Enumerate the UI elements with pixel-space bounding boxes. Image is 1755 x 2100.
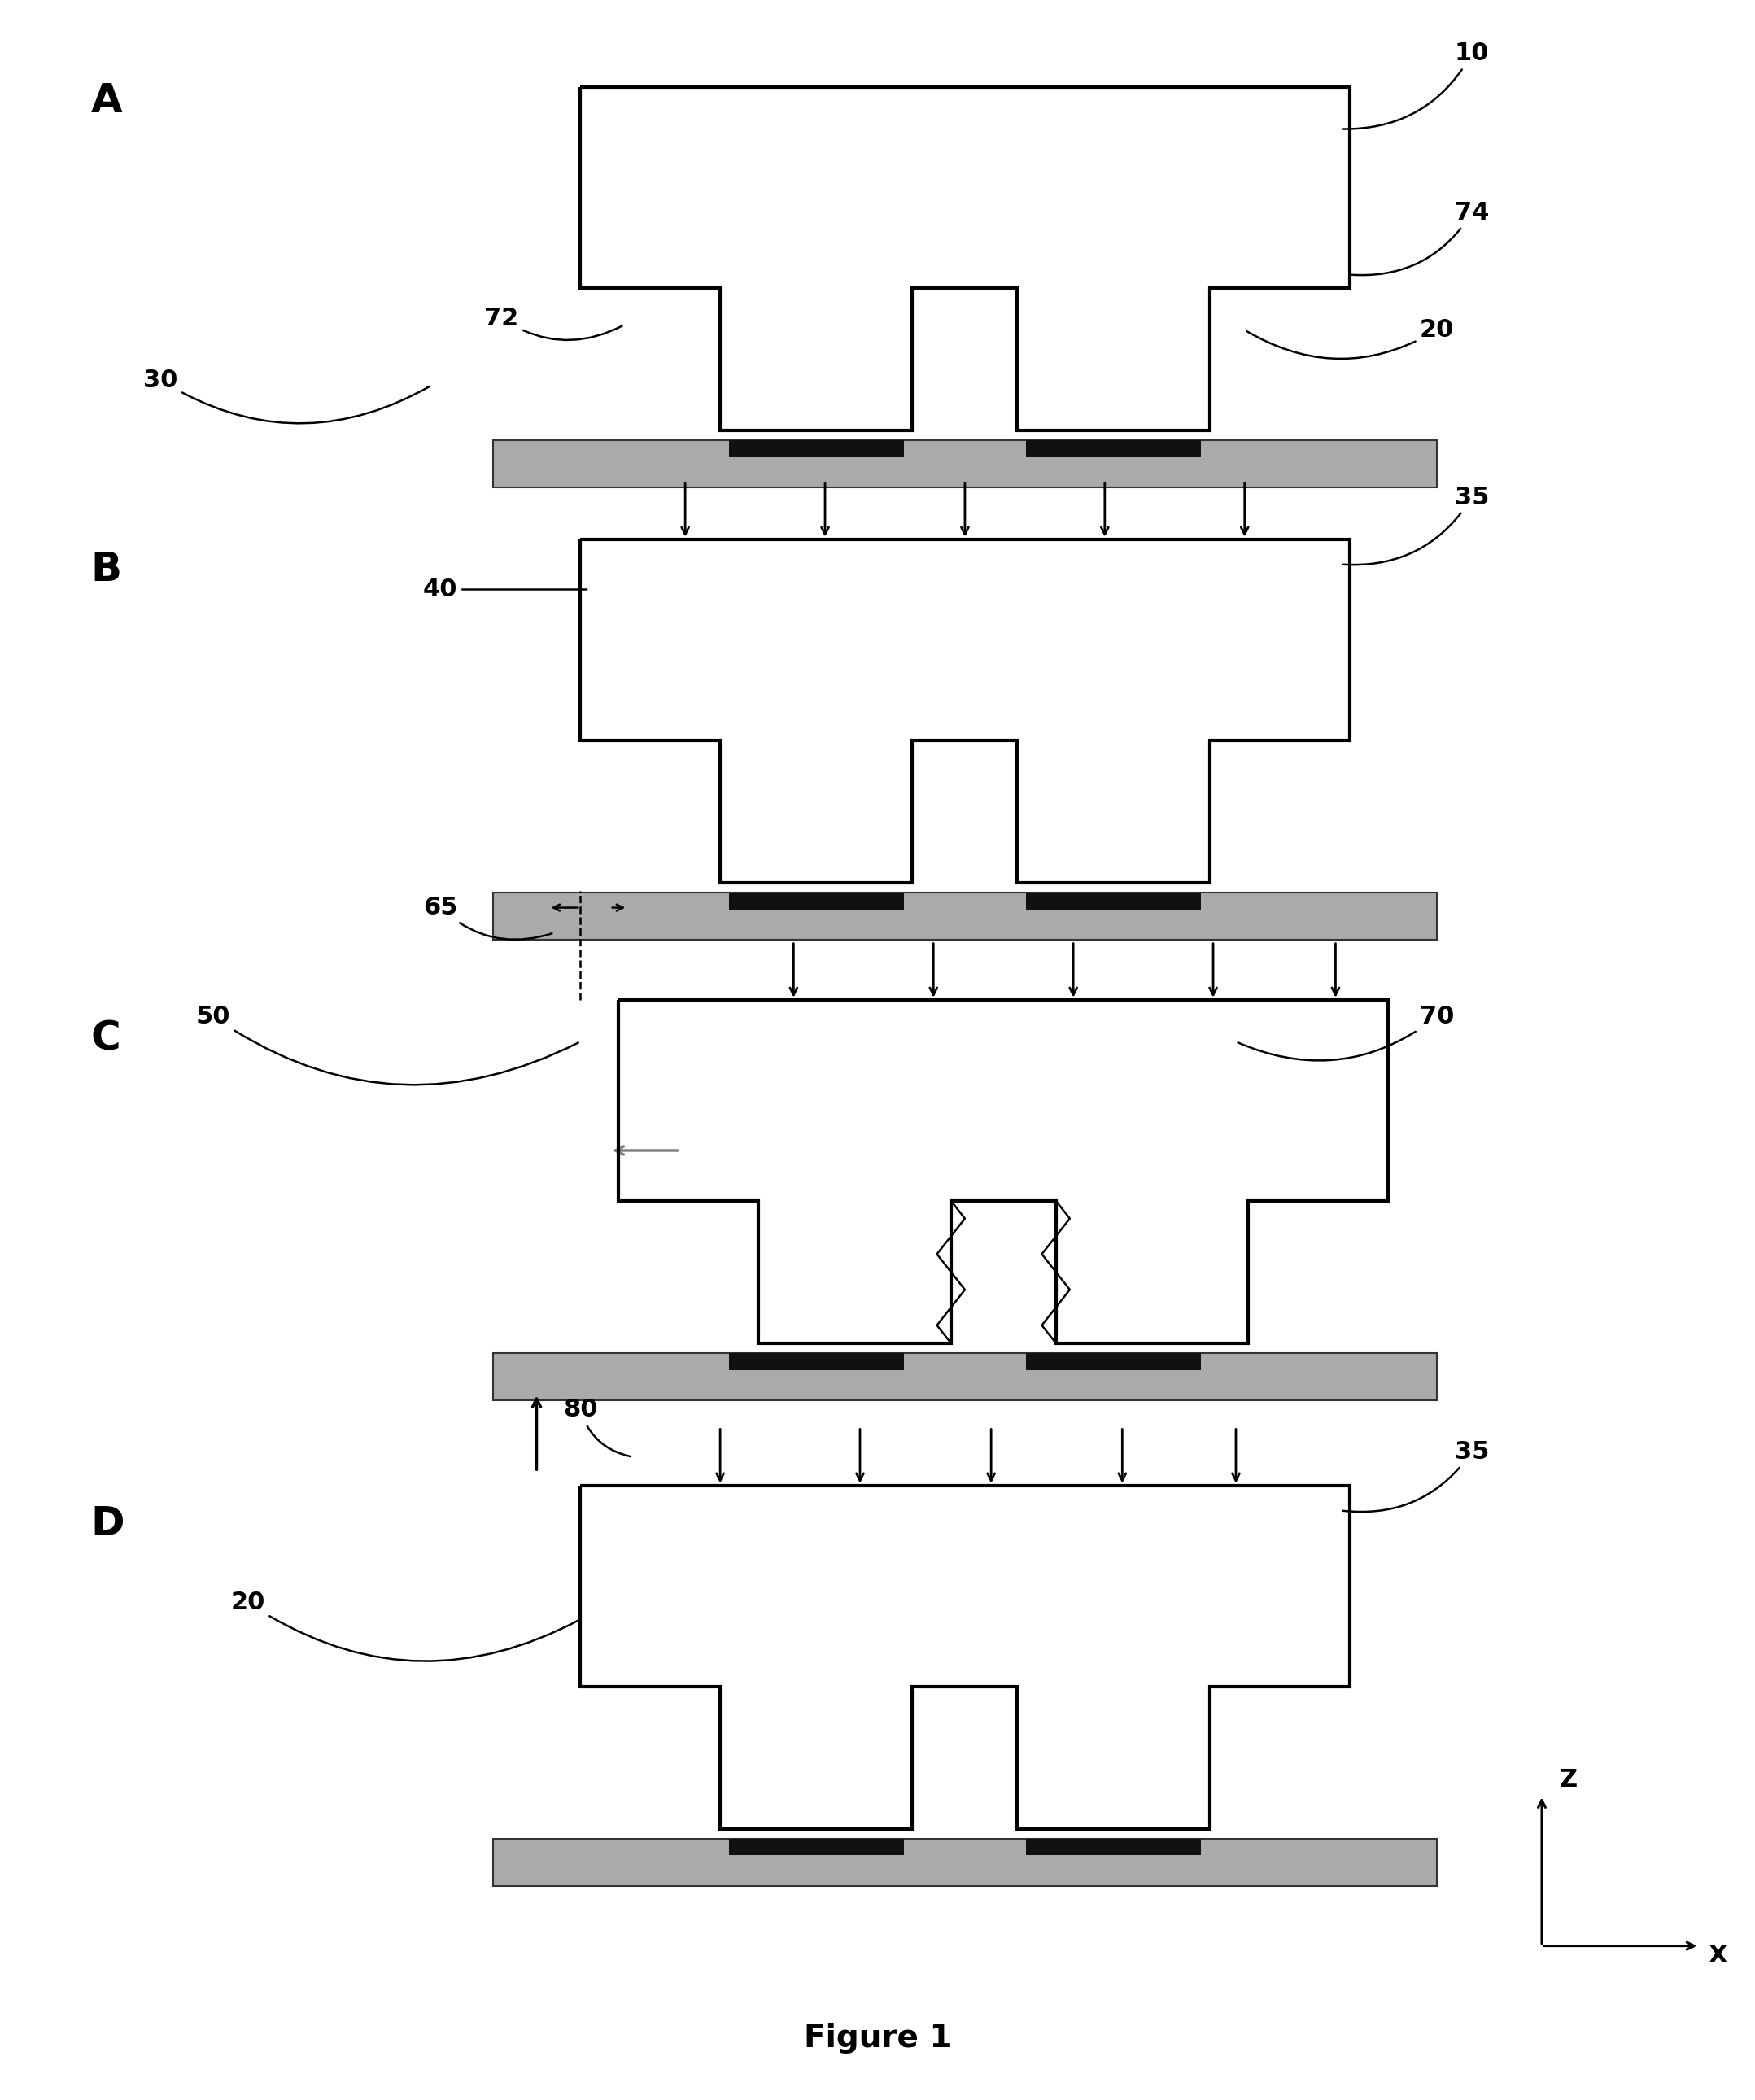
- Bar: [728, 892, 904, 909]
- Text: 20: 20: [1246, 317, 1455, 359]
- Text: Z: Z: [1558, 1768, 1578, 1791]
- Text: 80: 80: [563, 1399, 630, 1457]
- Text: 74: 74: [1351, 202, 1490, 275]
- Text: 30: 30: [144, 367, 430, 424]
- Text: C: C: [91, 1018, 121, 1058]
- Bar: [1027, 1352, 1200, 1369]
- Text: 35: 35: [1343, 485, 1490, 565]
- Bar: [493, 441, 1437, 487]
- Text: X: X: [1708, 1945, 1727, 1968]
- Text: 70: 70: [1237, 1004, 1455, 1060]
- Text: D: D: [91, 1506, 125, 1544]
- Text: Figure 1: Figure 1: [804, 2022, 951, 2054]
- Text: A: A: [91, 82, 123, 120]
- Bar: [493, 1840, 1437, 1886]
- Text: 40: 40: [423, 578, 586, 601]
- Text: 10: 10: [1343, 42, 1490, 128]
- Text: 35: 35: [1343, 1441, 1490, 1512]
- Text: 50: 50: [197, 1004, 579, 1086]
- Bar: [1027, 441, 1200, 458]
- Text: 20: 20: [232, 1592, 579, 1661]
- Text: 72: 72: [484, 307, 621, 340]
- Bar: [728, 1352, 904, 1369]
- Bar: [1027, 892, 1200, 909]
- Text: 65: 65: [423, 897, 551, 939]
- Text: B: B: [91, 550, 121, 590]
- Bar: [728, 1840, 904, 1856]
- Bar: [728, 441, 904, 458]
- Bar: [493, 892, 1437, 939]
- Bar: [493, 1352, 1437, 1401]
- Bar: [1027, 1840, 1200, 1856]
